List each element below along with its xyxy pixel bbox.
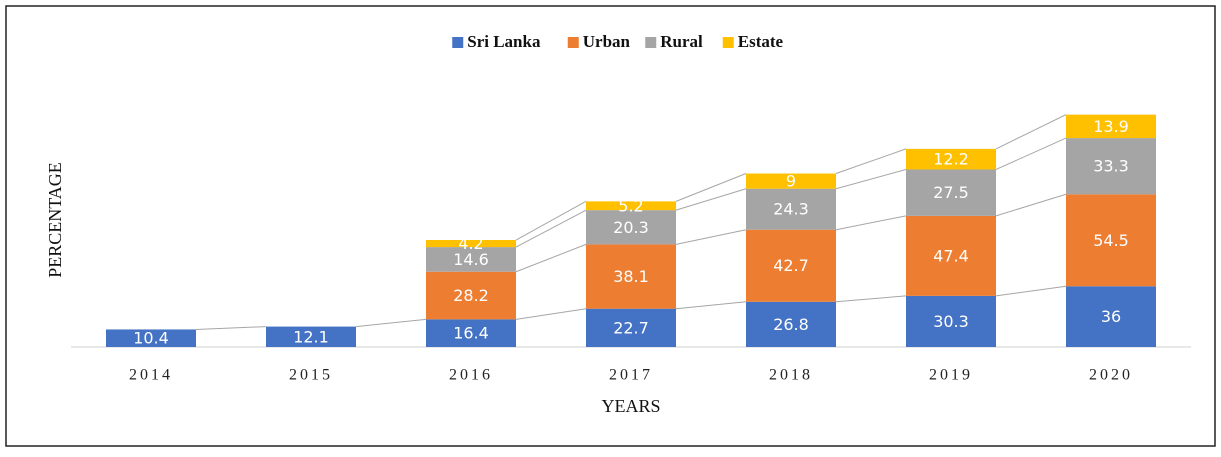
value-label: 42.7	[773, 256, 809, 275]
bar-segment	[1066, 114, 1156, 139]
series-line	[515, 209, 587, 248]
bar-segment	[746, 188, 836, 230]
value-label: 38.1	[613, 267, 649, 286]
bar-segment	[746, 229, 836, 302]
legend-label: Estate	[738, 32, 784, 51]
value-label: 20.3	[613, 218, 649, 237]
x-tick-label: 2019	[929, 367, 973, 384]
bar-segment	[586, 308, 676, 347]
series-line	[835, 295, 907, 303]
value-label: 12.1	[293, 327, 329, 346]
value-label: 16.4	[453, 324, 489, 343]
value-label: 27.5	[933, 183, 969, 202]
value-label: 54.5	[1093, 231, 1129, 250]
series-line	[675, 173, 747, 202]
bar-segment	[426, 240, 516, 248]
value-label: 14.6	[453, 250, 489, 269]
bar-segment	[906, 295, 996, 347]
x-axis-label: YEARS	[601, 396, 660, 416]
y-axis-label: PERCENTAGE	[45, 162, 65, 278]
legend-swatch	[645, 37, 657, 48]
series-line	[675, 188, 747, 211]
bar-segment	[1066, 286, 1156, 347]
value-label: 4.2	[458, 234, 483, 253]
bar-segment	[906, 169, 996, 216]
bar-segment	[906, 148, 996, 170]
legend-swatch	[452, 37, 464, 48]
value-label: 24.3	[773, 200, 809, 219]
x-tick-label: 2020	[1089, 367, 1133, 384]
legend-label: Sri Lanka	[467, 32, 541, 51]
legend-swatch	[722, 37, 734, 48]
value-label: 36	[1101, 307, 1121, 326]
value-label: 26.8	[773, 315, 809, 334]
value-label: 5.2	[618, 196, 643, 215]
x-tick-label: 2015	[289, 367, 333, 384]
bar-segment	[586, 201, 676, 211]
series-line	[995, 285, 1067, 297]
value-label: 28.2	[453, 286, 489, 305]
value-label: 10.4	[133, 329, 169, 348]
series-line	[835, 168, 907, 190]
series-line	[995, 137, 1067, 170]
series-line	[675, 301, 747, 310]
legend-swatch	[567, 37, 579, 48]
series-line	[515, 200, 587, 241]
value-label: 33.3	[1093, 157, 1129, 176]
bar-segment	[746, 301, 836, 347]
series-line	[195, 326, 267, 330]
bar-segment	[586, 244, 676, 309]
bar-segment	[426, 319, 516, 347]
series-line	[515, 308, 587, 320]
series-line	[835, 148, 907, 174]
x-tick-label: 2014	[129, 367, 173, 384]
series-line	[675, 229, 747, 245]
series-line	[835, 215, 907, 231]
legend-label: Rural	[660, 32, 703, 51]
bar-segment	[1066, 138, 1156, 195]
bar-segment	[746, 173, 836, 189]
x-tick-label: 2016	[449, 367, 493, 384]
value-label: 22.7	[613, 318, 649, 337]
value-label: 9	[786, 172, 796, 191]
bar-segment	[426, 247, 516, 272]
series-line	[515, 243, 587, 273]
x-tick-label: 2018	[769, 367, 813, 384]
legend-label: Urban	[583, 32, 631, 51]
bar-segment	[426, 271, 516, 320]
value-label: 13.9	[1093, 117, 1129, 136]
value-label: 30.3	[933, 312, 969, 331]
series-line	[355, 318, 427, 328]
bar-segment	[1066, 194, 1156, 287]
series-line	[995, 193, 1067, 217]
x-tick-label: 2017	[609, 367, 653, 384]
bar-segment	[266, 326, 356, 347]
value-label: 47.4	[933, 246, 969, 265]
value-label: 12.2	[933, 150, 969, 169]
bar-segment	[906, 215, 996, 296]
bar-segment	[106, 329, 196, 347]
series-line	[995, 114, 1067, 150]
bar-segment	[586, 210, 676, 245]
